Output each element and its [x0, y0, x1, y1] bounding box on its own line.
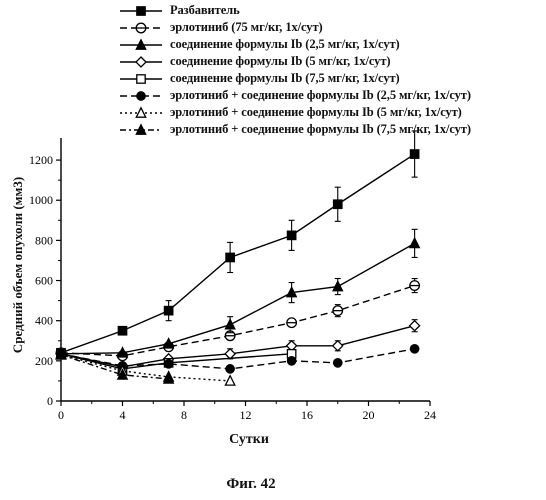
- x-tick-label: 8: [181, 408, 187, 422]
- data-point: [410, 238, 419, 247]
- y-axis-title: Средний объем опухоли (мм3): [10, 165, 26, 365]
- data-point: [410, 150, 418, 158]
- data-point: [287, 357, 295, 365]
- y-tick-label: 600: [35, 274, 53, 288]
- x-tick-label: 0: [58, 408, 64, 422]
- data-point: [164, 306, 172, 314]
- data-point: [410, 345, 418, 353]
- x-axis-title: Сутки: [194, 432, 304, 448]
- x-tick-label: 4: [120, 408, 126, 422]
- data-point: [164, 360, 172, 368]
- series-line: [61, 243, 415, 353]
- figure-caption: Фиг. 42: [196, 476, 306, 493]
- y-tick-label: 0: [47, 394, 53, 408]
- y-tick-label: 200: [35, 354, 53, 368]
- y-tick-label: 1000: [29, 193, 53, 207]
- series-line: [61, 326, 415, 367]
- data-point: [333, 341, 343, 351]
- series-1: [57, 131, 419, 357]
- data-point: [334, 359, 342, 367]
- y-tick-label: 400: [35, 314, 53, 328]
- x-tick-label: 12: [240, 408, 252, 422]
- y-tick-label: 800: [35, 233, 53, 247]
- data-point: [225, 320, 234, 329]
- series-6: [57, 345, 419, 373]
- series-line: [61, 154, 415, 353]
- x-tick-label: 20: [363, 408, 375, 422]
- data-point: [225, 376, 234, 385]
- data-point: [333, 281, 342, 290]
- x-tick-label: 16: [301, 408, 313, 422]
- series-2: [56, 279, 419, 361]
- series-line: [61, 349, 415, 369]
- y-tick-label: 1200: [29, 153, 53, 167]
- data-point: [410, 321, 420, 331]
- data-point: [287, 231, 295, 239]
- data-point: [334, 200, 342, 208]
- data-point: [226, 253, 234, 261]
- data-point: [225, 349, 235, 359]
- data-point: [118, 327, 126, 335]
- data-point: [226, 365, 234, 373]
- x-tick-label: 24: [424, 408, 436, 422]
